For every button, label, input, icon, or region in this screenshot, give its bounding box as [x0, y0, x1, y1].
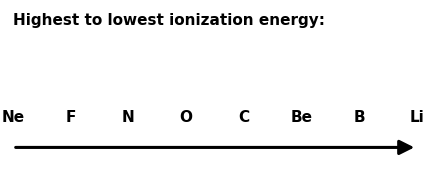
Text: Ne: Ne: [1, 110, 25, 125]
Text: Be: Be: [291, 110, 313, 125]
Text: O: O: [180, 110, 193, 125]
Text: N: N: [122, 110, 135, 125]
Text: Highest to lowest ionization energy:: Highest to lowest ionization energy:: [13, 13, 325, 28]
Text: Li: Li: [410, 110, 424, 125]
Text: C: C: [238, 110, 249, 125]
Text: B: B: [353, 110, 365, 125]
Text: F: F: [65, 110, 76, 125]
